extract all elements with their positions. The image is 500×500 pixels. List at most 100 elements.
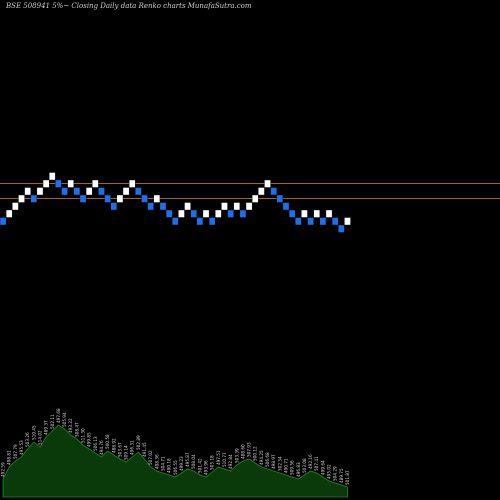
renko-brick [79, 194, 87, 203]
volume-label: 505.18 [210, 455, 215, 470]
volume-label: 500.58 [105, 434, 110, 449]
renko-brick [258, 187, 265, 196]
volume-label: 494.76 [99, 440, 104, 455]
renko-brick [116, 194, 124, 203]
renko-brick [55, 179, 62, 188]
renko-brick [147, 202, 154, 211]
renko-bricks [0, 172, 351, 233]
renko-brick [110, 202, 118, 211]
renko-brick [128, 179, 136, 188]
volume-label: 504.71 [160, 456, 165, 471]
volume-label: 514.02 [37, 430, 42, 445]
volume-label: 507.93 [247, 442, 252, 457]
renko-brick [221, 202, 228, 211]
renko-brick [245, 202, 253, 211]
renko-brick [270, 187, 277, 196]
renko-brick [251, 194, 259, 203]
renko-brick [319, 217, 327, 226]
renko-brick [288, 209, 296, 218]
volume-label: 498.81 [7, 450, 12, 465]
renko-brick [295, 217, 302, 226]
renko-brick [141, 194, 148, 203]
renko-brick [178, 209, 185, 218]
renko-brick [233, 202, 241, 211]
volume-label: 497.68 [56, 408, 61, 423]
volume-label: 490.18 [167, 458, 172, 473]
volume-label: 498.36 [154, 454, 159, 469]
renko-brick [159, 202, 167, 211]
renko-brick [98, 187, 105, 196]
volume-label: 506.13 [93, 436, 98, 451]
renko-brick [276, 194, 284, 203]
volume-label: 507.79 [13, 444, 18, 459]
volume-label: 508.04 [191, 454, 196, 469]
volume-label: 493.96 [204, 460, 209, 475]
renko-brick [202, 209, 210, 218]
volume-label: 503.67 [117, 442, 122, 457]
volume-label: 495.53 [19, 440, 24, 455]
renko-brick [73, 187, 81, 196]
renko-brick [331, 217, 339, 226]
chart-title: BSE 508941 5%~ Closing Daily data Renko … [6, 2, 252, 10]
renko-brick [12, 202, 19, 211]
renko-brick [122, 187, 130, 196]
volume-label: 506.68 [265, 452, 270, 467]
volume-label: 497.51 [216, 450, 221, 465]
renko-brick [85, 187, 93, 196]
renko-brick [264, 179, 271, 188]
renko-brick [282, 202, 290, 211]
volume-label: 511.30 [81, 428, 86, 443]
volume-label: 493.22 [68, 418, 73, 433]
volume-label: 492.59 [1, 462, 6, 477]
volume-label: 496.83 [296, 462, 301, 477]
volume-label: 503.26 [25, 432, 30, 447]
volume-label: 503.39 [234, 448, 239, 463]
volume-label: 505.94 [62, 412, 67, 427]
renko-brick [135, 187, 142, 196]
volume-label: 489.37 [44, 420, 49, 435]
renko-brick [0, 217, 7, 226]
volume-label: 501.87 [345, 470, 350, 485]
renko-brick [313, 209, 320, 218]
renko-brick [184, 202, 191, 211]
renko-brick [215, 209, 222, 218]
renko-brick [49, 172, 56, 181]
volume-label: 495.87 [185, 452, 190, 467]
renko-brick [36, 187, 44, 196]
volume-label: 510.45 [31, 425, 36, 440]
volume-label: 492.16 [308, 454, 313, 469]
renko-brick [338, 224, 345, 233]
volume-label: 492.84 [228, 454, 233, 469]
volume-label: 502.11 [50, 414, 55, 429]
volume-label: 499.23 [179, 456, 184, 471]
renko-brick [307, 217, 314, 226]
renko-brick [42, 179, 50, 188]
volume-label: 503.08 [302, 458, 307, 473]
renko-brick [30, 194, 38, 203]
volume-label: 502.34 [277, 456, 282, 471]
volume-label: 501.42 [197, 458, 202, 473]
volume-label: 509.56 [290, 460, 295, 475]
renko-brick [67, 179, 75, 188]
renko-brick [196, 217, 204, 226]
renko-brick [208, 217, 216, 226]
renko-brick [190, 209, 197, 218]
volume-label: 502.89 [136, 435, 141, 450]
volume-label: 507.02 [148, 450, 153, 465]
volume-area [2, 424, 348, 498]
volume-label: 489.75 [339, 468, 344, 483]
renko-brick [104, 194, 111, 203]
volume-label: 499.85 [87, 432, 92, 447]
renko-brick [18, 194, 25, 203]
renko-brick [153, 194, 161, 203]
renko-brick [227, 209, 234, 218]
volume-label: 510.77 [222, 452, 227, 467]
volume-label: 488.60 [240, 444, 245, 459]
volume-label: 500.12 [253, 446, 258, 461]
volume-label: 496.31 [130, 440, 135, 455]
renko-brick [61, 187, 68, 196]
volume-label: 504.29 [333, 466, 338, 481]
